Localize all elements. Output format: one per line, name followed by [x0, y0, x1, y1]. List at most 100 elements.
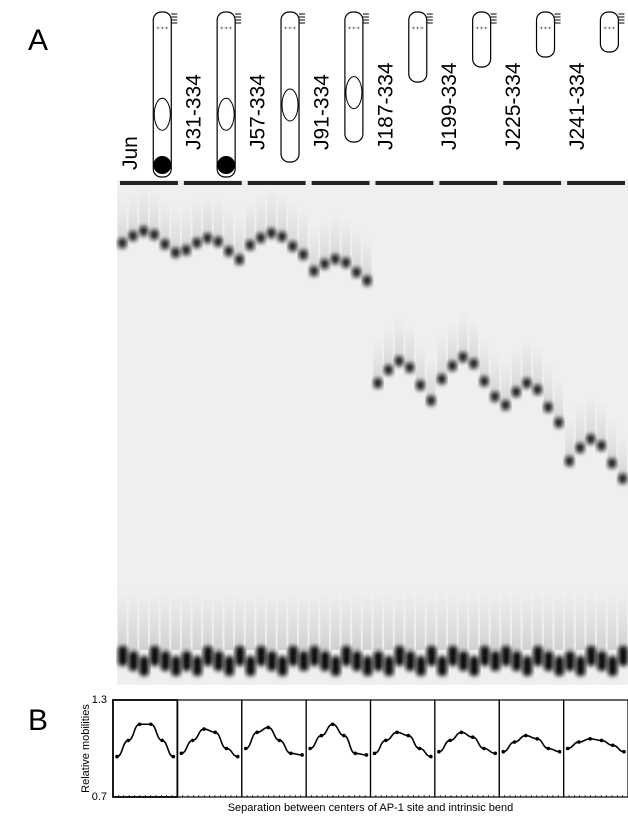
free-probe	[575, 656, 586, 676]
free-probe	[288, 646, 298, 666]
free-probe	[192, 656, 203, 676]
smear	[203, 590, 212, 650]
smear	[565, 590, 574, 650]
smear	[139, 590, 148, 650]
band	[448, 361, 457, 371]
band	[235, 254, 244, 265]
construct-charges: ⁺⁺⁺	[603, 25, 616, 34]
free-probe	[213, 651, 224, 671]
free-probe	[437, 656, 448, 676]
construct-icon	[472, 11, 492, 68]
smear	[330, 214, 340, 260]
free-probe	[245, 656, 256, 676]
free-probe	[118, 646, 128, 666]
smear	[554, 377, 564, 423]
lane-label: J57-334	[247, 74, 270, 150]
band	[309, 266, 319, 277]
smear	[235, 590, 244, 650]
free-probe	[277, 656, 288, 676]
data-point	[512, 740, 517, 744]
smear	[586, 590, 596, 650]
data-point	[524, 733, 528, 738]
smear	[171, 207, 180, 253]
construct-icon	[216, 11, 236, 178]
smear	[394, 316, 404, 362]
lane-label: J225-334	[502, 62, 525, 150]
construct-tail	[362, 13, 369, 24]
mobility-curve	[567, 737, 625, 753]
free-probe	[298, 651, 309, 671]
smear	[213, 196, 223, 242]
mobility-curve	[438, 731, 496, 755]
band	[373, 378, 383, 389]
smear	[149, 189, 159, 235]
data-point	[448, 738, 452, 743]
smear	[554, 590, 564, 650]
smear	[586, 394, 596, 440]
construct-tail	[426, 13, 433, 24]
mobility-curve	[503, 734, 560, 753]
well	[183, 181, 242, 185]
free-probe	[384, 656, 394, 676]
smear	[490, 351, 500, 397]
smear	[171, 590, 180, 650]
data-point	[470, 735, 475, 739]
free-probe	[341, 646, 352, 666]
band	[586, 434, 596, 445]
lane-label: J91-334	[310, 74, 333, 150]
smear	[416, 340, 425, 386]
band	[565, 456, 574, 467]
band	[320, 259, 329, 269]
mobility-curve	[245, 726, 303, 756]
band	[118, 238, 127, 249]
smear	[128, 191, 138, 236]
smear	[543, 362, 553, 408]
smear	[384, 325, 393, 370]
smear	[575, 590, 585, 650]
free-probe	[511, 651, 522, 671]
data-point	[243, 746, 248, 751]
smear	[309, 590, 319, 650]
smear	[469, 318, 478, 364]
data-point	[557, 749, 562, 754]
smear	[352, 590, 361, 650]
data-point	[429, 754, 433, 759]
smear	[139, 186, 148, 232]
data-point	[190, 738, 195, 743]
smear	[245, 590, 255, 650]
smear	[160, 590, 170, 650]
free-probe	[171, 656, 181, 676]
smear	[203, 193, 212, 239]
data-point	[342, 733, 346, 738]
smear	[394, 590, 404, 650]
band	[139, 226, 148, 237]
smear	[479, 336, 489, 382]
smear	[607, 590, 617, 650]
smear	[352, 227, 361, 273]
dna-binding	[217, 156, 236, 174]
free-probe	[469, 656, 479, 676]
smear	[373, 590, 383, 650]
smear	[181, 205, 191, 251]
band	[192, 238, 202, 248]
smear	[160, 199, 170, 245]
smear	[298, 209, 308, 255]
panel-label: A	[28, 24, 48, 57]
smear	[330, 590, 340, 650]
smear	[192, 198, 202, 243]
band	[171, 247, 180, 258]
y-tick-label: 0.7	[92, 791, 107, 803]
data-point	[255, 730, 259, 735]
smear	[533, 344, 542, 390]
data-point	[300, 753, 304, 757]
smear	[448, 321, 457, 366]
band	[352, 267, 361, 278]
data-point	[353, 751, 358, 756]
subplot-frame	[498, 699, 565, 798]
band	[426, 395, 436, 406]
smear	[522, 338, 532, 384]
smear	[181, 590, 191, 650]
free-probe	[256, 646, 267, 666]
free-probe	[618, 646, 628, 666]
